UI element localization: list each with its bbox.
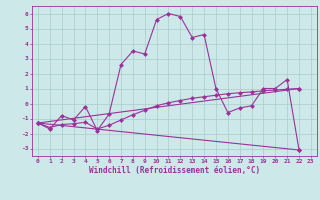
X-axis label: Windchill (Refroidissement éolien,°C): Windchill (Refroidissement éolien,°C) (89, 166, 260, 175)
